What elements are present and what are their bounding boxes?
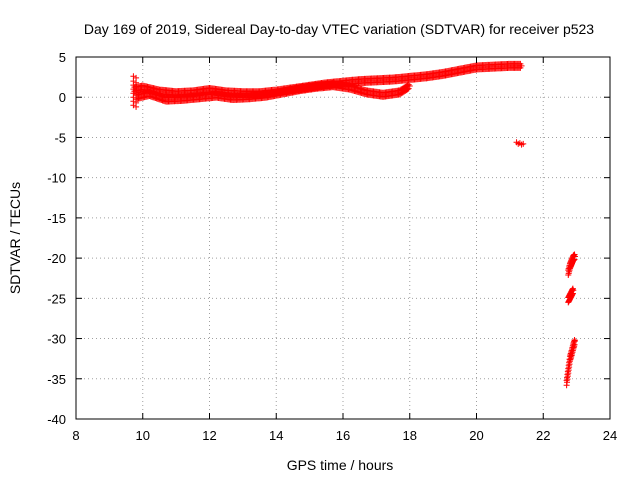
y-tick-label: -20 <box>47 251 66 266</box>
data-point <box>406 82 413 89</box>
y-tick-label: -35 <box>47 372 66 387</box>
y-tick-label: -15 <box>47 211 66 226</box>
y-axis-label: SDTVAR / TECUs <box>7 182 23 294</box>
data-points <box>130 60 578 389</box>
y-tick-label: -5 <box>54 130 66 145</box>
data-point <box>133 74 140 81</box>
x-tick-label: 12 <box>202 428 216 443</box>
y-tick-label: 5 <box>59 50 66 65</box>
x-tick-label: 14 <box>269 428 283 443</box>
data-point <box>518 62 525 69</box>
x-tick-label: 24 <box>603 428 617 443</box>
grid <box>76 57 610 419</box>
x-axis-label: GPS time / hours <box>287 457 394 473</box>
x-tick-label: 20 <box>469 428 483 443</box>
x-tick-label: 8 <box>72 428 79 443</box>
x-tick-label: 22 <box>536 428 550 443</box>
y-tick-label: -25 <box>47 291 66 306</box>
y-tick-label: -40 <box>47 412 66 427</box>
x-tick-label: 18 <box>403 428 417 443</box>
data-point <box>570 287 577 294</box>
data-point <box>520 140 527 147</box>
x-tick-label: 10 <box>136 428 150 443</box>
data-point <box>571 253 578 260</box>
axis-ticks: 8 10 12 14 16 18 20 22 24 5 0 -5 -10 -15 -20 -25 -30 -35 -… <box>47 50 617 443</box>
y-tick-label: -10 <box>47 171 66 186</box>
y-tick-label: -30 <box>47 332 66 347</box>
data-point <box>405 81 412 88</box>
x-tick-label: 16 <box>336 428 350 443</box>
chart-title: Day 169 of 2019, Sidereal Day-to-day VTE… <box>84 21 594 37</box>
data-point <box>571 337 578 344</box>
y-tick-label: 0 <box>59 90 66 105</box>
